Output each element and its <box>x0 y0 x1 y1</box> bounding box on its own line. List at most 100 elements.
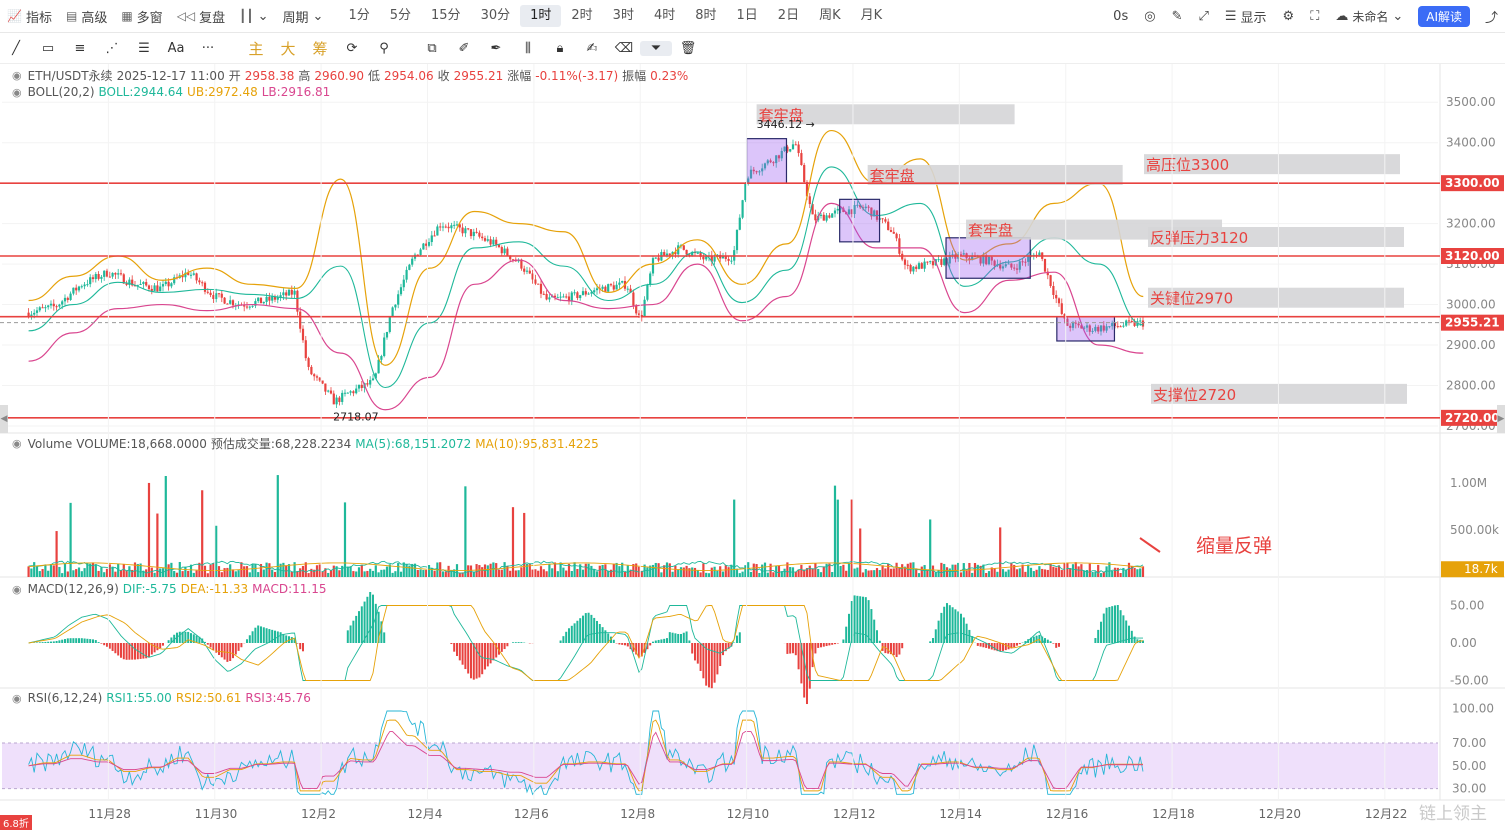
macd-histogram-bar <box>859 596 862 643</box>
macd-histogram-bar <box>181 631 184 643</box>
line-tool-icon[interactable]: ╱ <box>12 40 20 56</box>
candle-body <box>282 292 285 296</box>
candle-body <box>531 273 534 280</box>
period-4[interactable]: 1时 <box>520 5 562 27</box>
price-tick-label: 3500.00 <box>1446 95 1496 109</box>
candle-body <box>1052 286 1055 295</box>
fib-tool-icon[interactable]: ⋰ <box>105 40 119 56</box>
refresh-icon[interactable]: ⟳ <box>346 40 358 56</box>
calendar-icon: ▤ <box>65 9 78 23</box>
period-9[interactable]: 1日 <box>736 8 758 23</box>
period-1[interactable]: 5分 <box>389 8 412 23</box>
macd-histogram-bar <box>957 611 960 643</box>
candle-body <box>769 160 772 163</box>
highlighter-icon[interactable]: ✒ <box>490 40 502 56</box>
main-chart-toggle[interactable]: 主 <box>248 39 264 58</box>
period-6[interactable]: 3时 <box>612 8 634 23</box>
eye-icon[interactable]: ◉ <box>12 691 22 705</box>
macd-histogram-bar <box>472 643 475 680</box>
volume-bar <box>861 572 865 577</box>
copy-icon[interactable]: ⧉ <box>427 40 437 56</box>
share-icon[interactable]: ⤴ <box>1484 10 1498 26</box>
pencil-icon[interactable]: ✎ <box>1171 8 1183 24</box>
ai-interpret-button[interactable]: AI解读 <box>1418 5 1470 27</box>
volume-bar <box>122 564 125 577</box>
more-tools-icon[interactable]: ··· <box>201 40 215 56</box>
period-12[interactable]: 月K <box>860 8 883 23</box>
candle-body <box>97 274 100 279</box>
volume-bar <box>1133 567 1136 577</box>
chip-toggle[interactable]: 筹 <box>312 39 328 58</box>
macd-histogram-bar <box>632 643 635 652</box>
eye-icon[interactable]: ◉ <box>12 437 22 450</box>
advanced-button[interactable]: ▤ 高级 <box>65 9 108 26</box>
brush-icon[interactable]: ✐ <box>458 40 470 56</box>
period-3[interactable]: 30分 <box>480 8 511 23</box>
macd-histogram-bar <box>517 642 520 643</box>
rsi-tick-label: 70.00 <box>1452 736 1486 750</box>
camera-icon[interactable]: ◎ <box>1144 8 1156 24</box>
candle-body <box>377 359 380 374</box>
candle-body <box>187 272 190 275</box>
macd-histogram-bar <box>156 643 159 651</box>
eye-icon[interactable]: ◉ <box>12 582 22 596</box>
period-0[interactable]: 1分 <box>348 8 370 23</box>
volume-bar <box>405 563 408 577</box>
candle-body <box>150 288 153 291</box>
text-tool-icon[interactable]: Aa <box>167 40 185 56</box>
volume-bar <box>517 570 520 577</box>
magnet-icon[interactable]: ⚲ <box>379 40 389 56</box>
volume-bar <box>677 569 680 577</box>
replay-button[interactable]: ◁◁ 复盘 <box>176 9 226 26</box>
fullscreen-icon[interactable]: ⛶ <box>1310 8 1320 24</box>
cloud-save-button[interactable]: ☁ 未命名 ⌄ <box>1335 8 1404 24</box>
right-scroll-arrow[interactable]: ▶ <box>1497 405 1505 433</box>
horizontal-lines-icon[interactable]: ☰ <box>138 40 150 56</box>
macd-histogram-bar <box>674 633 677 643</box>
expand-icon[interactable]: ⤢ <box>1198 8 1209 24</box>
measure-icon[interactable]: ⫼ <box>525 40 531 56</box>
indicator-button[interactable]: 📈 指标 <box>7 9 52 26</box>
eye-icon[interactable]: ◉ <box>12 69 22 82</box>
rectangle-tool-icon[interactable]: ▭ <box>41 40 55 56</box>
volume-bar <box>1102 571 1105 577</box>
period-menu[interactable]: 周期 ⌄ <box>282 8 324 26</box>
candle-body <box>425 243 428 246</box>
parallel-lines-icon[interactable]: ≡ <box>74 40 86 56</box>
eye-icon[interactable]: ◉ <box>12 85 22 99</box>
period-7[interactable]: 4时 <box>653 8 676 23</box>
candle-body <box>993 260 996 266</box>
period-11[interactable]: 周K <box>819 8 841 23</box>
period-5[interactable]: 2时 <box>571 8 593 23</box>
period-8[interactable]: 8时 <box>695 8 717 23</box>
candle-body <box>388 317 391 332</box>
macd-histogram-bar <box>797 643 800 670</box>
period-10[interactable]: 2日 <box>777 8 800 23</box>
display-button[interactable]: ☰ 显示 <box>1224 8 1267 26</box>
candle-body <box>108 276 111 278</box>
settings-icon[interactable]: ⚙ <box>1282 8 1295 24</box>
macd-histogram-bar <box>660 639 663 643</box>
macd-histogram-bar <box>895 643 898 658</box>
multi-window-button[interactable]: ▦ 多窗 <box>121 9 163 26</box>
candle-body <box>609 284 613 286</box>
lock-icon[interactable]: 🔒︎ <box>556 40 564 56</box>
chart-type-button[interactable]: ┃┃ ⌄ <box>232 4 275 28</box>
candle-body <box>159 286 162 292</box>
candle-body <box>1043 258 1047 272</box>
volume-bar <box>688 568 691 577</box>
eraser-icon[interactable]: ⌫ <box>614 40 634 56</box>
candle-body <box>520 259 523 269</box>
period-2[interactable]: 15分 <box>431 8 461 23</box>
filter-icon[interactable]: ⏷ <box>640 40 672 56</box>
trash-icon[interactable]: 🗑︎ <box>679 40 697 56</box>
candle-body <box>167 281 170 287</box>
volume-bar <box>682 567 685 577</box>
candle-body <box>705 256 708 260</box>
x-tick-label: 11月30 <box>195 807 238 821</box>
candle-body <box>699 252 702 257</box>
big-order-toggle[interactable]: 大 <box>280 39 296 58</box>
left-scroll-arrow[interactable]: ◀ <box>0 405 8 433</box>
note-icon[interactable]: ✍ <box>586 40 598 56</box>
